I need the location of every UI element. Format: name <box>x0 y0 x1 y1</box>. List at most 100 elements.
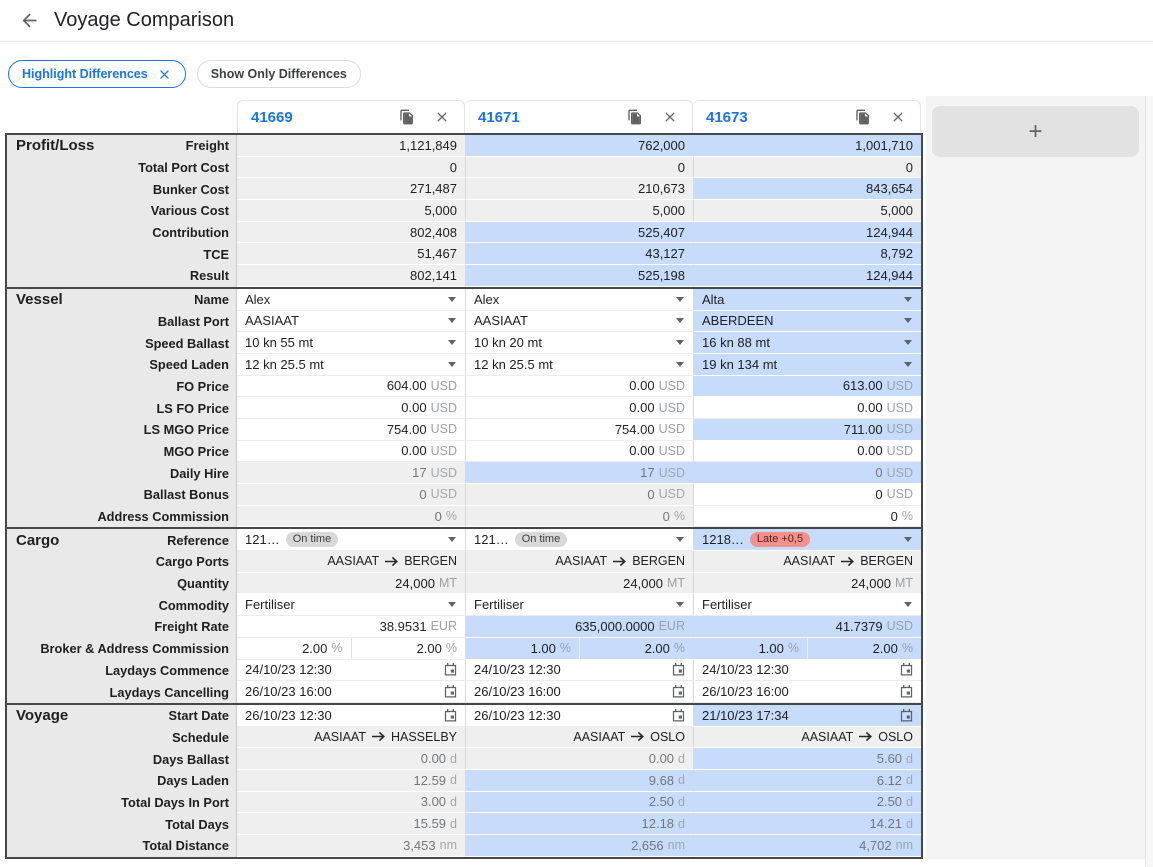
result-col1-num: 802,141 <box>237 265 465 287</box>
quantity-col2-num: 24,000 MT <box>465 572 693 595</box>
freight-rate-col2-num[interactable]: 635,000.0000 EUR <box>465 616 693 638</box>
calendar-icon[interactable] <box>899 708 914 723</box>
section-vessel: Vessel Name Alex Alex Alta Ballast Port AASIAA… <box>7 286 921 528</box>
voyage-id-link[interactable]: 41669 <box>251 108 293 126</box>
back-button[interactable] <box>17 9 41 33</box>
name-col2-select[interactable]: Alex <box>465 288 693 311</box>
calendar-icon[interactable] <box>899 662 914 677</box>
calendar-icon[interactable] <box>443 684 458 699</box>
ballast-port-col3-select[interactable]: ABERDEEN <box>693 310 921 333</box>
name-col1-select[interactable]: Alex <box>237 288 465 311</box>
name-col3-select[interactable]: Alta <box>693 288 921 311</box>
unit-label: USD <box>658 378 685 393</box>
commission-value[interactable]: 1.00% <box>758 640 799 656</box>
laydays-cancelling-col2-date[interactable]: 26/10/23 16:00 <box>465 681 693 703</box>
start-date-col3-date[interactable]: 21/10/23 17:34 <box>693 704 921 727</box>
ls-mgo-price-col3-num[interactable]: 711.00 USD <box>693 418 921 441</box>
ballast-port-col2-select[interactable]: AASIAAT <box>465 310 693 333</box>
bunker-cost-col1-num: 271,487 <box>237 178 465 201</box>
laydays-cancelling-col3-date[interactable]: 26/10/23 16:00 <box>693 681 921 703</box>
ballast-bonus-col3-num[interactable]: 0 USD <box>693 484 921 506</box>
days-laden-col2-num: 9.68 d <box>465 769 693 792</box>
ls-mgo-price-col1-num[interactable]: 754.00 USD <box>237 418 465 441</box>
calendar-icon[interactable] <box>443 662 458 677</box>
voyage-id-link[interactable]: 41671 <box>478 108 520 126</box>
laydays-commence-col3-date[interactable]: 24/10/23 12:30 <box>693 659 921 682</box>
broker-address-commission-col2-dual[interactable]: 1.00% 2.00% <box>465 637 693 660</box>
reference-col3-ref[interactable]: 1218… Late +0,5 <box>693 529 921 552</box>
dropdown-arrow-icon <box>676 340 684 346</box>
commission-value[interactable]: 2.00% <box>807 637 921 659</box>
address-commission-col3-num[interactable]: 0% <box>693 505 921 528</box>
ballast-port-col1-select[interactable]: AASIAAT <box>237 310 465 333</box>
freight-col3-num: 1,001,710 <box>693 135 921 157</box>
add-voyage-button[interactable]: + <box>932 106 1139 157</box>
laydays-commence-col2-date[interactable]: 24/10/23 12:30 <box>465 659 693 682</box>
mgo-price-col2-num[interactable]: 0.00 USD <box>465 440 693 463</box>
calendar-icon[interactable] <box>671 708 686 723</box>
close-icon[interactable] <box>889 108 907 126</box>
reference-col1-ref[interactable]: 121… On time <box>237 529 465 552</box>
ballast-bonus-col1-num: 0 USD <box>237 484 465 506</box>
total-days-in-port-col2-num: 2.50 d <box>465 791 693 814</box>
row-label-speed-laden: Speed Laden <box>7 353 237 376</box>
laydays-cancelling-col1-date[interactable]: 26/10/23 16:00 <box>237 681 465 703</box>
speed-ballast-col3-select[interactable]: 16 kn 88 mt <box>693 332 921 354</box>
close-icon[interactable] <box>661 108 679 126</box>
row-label-contribution: Contribution <box>7 221 237 244</box>
unit-label: USD <box>658 465 685 480</box>
copy-icon[interactable] <box>626 108 644 126</box>
speed-ballast-col1-select[interactable]: 10 kn 55 mt <box>237 332 465 354</box>
speed-laden-col1-select[interactable]: 12 kn 25.5 mt <box>237 353 465 376</box>
schedule-col1-route: AASIAAT HASSELBY <box>237 726 465 749</box>
commission-value[interactable]: 1.00% <box>530 640 571 656</box>
schedule-col2-route: AASIAAT OSLO <box>465 726 693 749</box>
speed-ballast-col2-select[interactable]: 10 kn 20 mt <box>465 332 693 354</box>
ls-mgo-price-col2-num[interactable]: 754.00 USD <box>465 418 693 441</box>
mgo-price-col3-num[interactable]: 0.00 USD <box>693 440 921 463</box>
start-date-col1-date[interactable]: 26/10/23 12:30 <box>237 704 465 727</box>
row-label-text: Quantity <box>177 576 229 592</box>
laydays-commence-col1-date[interactable]: 24/10/23 12:30 <box>237 659 465 682</box>
calendar-icon[interactable] <box>443 708 458 723</box>
broker-address-commission-col3-dual[interactable]: 1.00% 2.00% <box>693 637 921 660</box>
commodity-col2-select[interactable]: Fertiliser <box>465 594 693 617</box>
commodity-col3-select[interactable]: Fertiliser <box>693 594 921 617</box>
show-only-differences-chip[interactable]: Show Only Differences <box>196 60 361 88</box>
row-label-total-days-in-port: Total Days In Port <box>7 791 237 814</box>
unit-label: nm <box>895 838 913 853</box>
close-icon[interactable] <box>157 67 172 82</box>
reference-col2-ref[interactable]: 121… On time <box>465 529 693 552</box>
calendar-icon[interactable] <box>899 684 914 699</box>
commodity-col1-select[interactable]: Fertiliser <box>237 594 465 617</box>
unit-label: USD <box>886 619 913 634</box>
speed-laden-col3-select[interactable]: 19 kn 134 mt <box>693 353 921 376</box>
commission-value[interactable]: 2.00% <box>350 637 466 659</box>
freight-rate-col3-num[interactable]: 41.7379 USD <box>693 616 921 638</box>
start-date-col2-date[interactable]: 26/10/23 12:30 <box>465 704 693 727</box>
commission-value[interactable]: 2.00% <box>579 637 693 659</box>
unit-label: USD <box>886 487 913 502</box>
speed-laden-col2-select[interactable]: 12 kn 25.5 mt <box>465 353 693 376</box>
highlight-differences-chip[interactable]: Highlight Differences <box>8 60 186 88</box>
calendar-icon[interactable] <box>671 662 686 677</box>
unit-label: % <box>901 509 913 524</box>
ls-fo-price-col2-num[interactable]: 0.00 USD <box>465 397 693 419</box>
freight-rate-col1-num[interactable]: 38.9531 EUR <box>237 616 465 638</box>
unit-label: USD <box>886 443 913 458</box>
scrollbar-track[interactable] <box>1145 96 1153 867</box>
copy-icon[interactable] <box>854 108 872 126</box>
voyage-id-link[interactable]: 41673 <box>706 108 748 126</box>
copy-icon[interactable] <box>398 108 416 126</box>
fo-price-col3-num[interactable]: 613.00 USD <box>693 375 921 398</box>
unit-label: % <box>673 509 685 524</box>
fo-price-col2-num[interactable]: 0.00 USD <box>465 375 693 398</box>
calendar-icon[interactable] <box>671 684 686 699</box>
fo-price-col1-num[interactable]: 604.00 USD <box>237 375 465 398</box>
commission-value[interactable]: 2.00% <box>302 640 343 656</box>
ls-fo-price-col3-num[interactable]: 0.00 USD <box>693 397 921 419</box>
close-icon[interactable] <box>433 108 451 126</box>
ls-fo-price-col1-num[interactable]: 0.00 USD <box>237 397 465 419</box>
mgo-price-col1-num[interactable]: 0.00 USD <box>237 440 465 463</box>
broker-address-commission-col1-dual[interactable]: 2.00% 2.00% <box>237 637 466 660</box>
